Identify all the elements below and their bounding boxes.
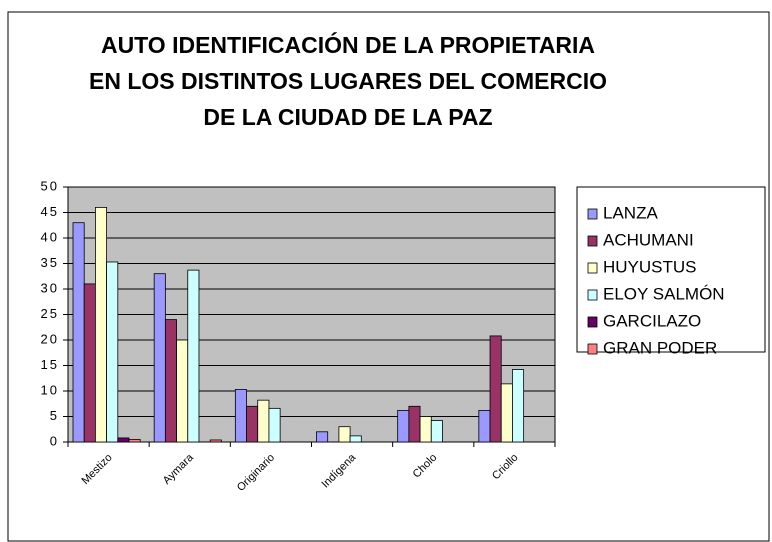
bar <box>176 339 189 443</box>
bar <box>500 383 513 443</box>
bar <box>234 389 247 443</box>
legend-swatch <box>587 289 598 301</box>
legend-label: HUYUSTUS <box>603 257 697 276</box>
bar <box>408 405 421 443</box>
legend-label: GARCILAZO <box>603 311 701 330</box>
y-tick-label: 20 <box>41 331 59 346</box>
y-tick-label: 25 <box>41 306 59 321</box>
bar <box>72 222 85 443</box>
chart-title: DE LA CIUDAD DE LA PAZ <box>203 104 492 130</box>
legend-label: ACHUMANI <box>603 230 694 249</box>
y-tick-label: 15 <box>41 357 59 372</box>
chart-title: AUTO IDENTIFICACIÓN DE LA PROPIETARIA <box>101 31 595 58</box>
bar <box>430 420 443 443</box>
bar <box>419 416 432 443</box>
bar <box>209 439 222 443</box>
bar <box>106 261 119 443</box>
bar <box>257 399 270 443</box>
legend-label: ELOY SALMÓN <box>603 284 725 303</box>
bar <box>164 319 177 443</box>
bar <box>128 439 141 443</box>
y-tick-label: 35 <box>41 255 59 270</box>
bar <box>478 409 491 443</box>
bar <box>246 405 259 443</box>
y-tick-label: 0 <box>50 433 59 448</box>
bar <box>95 206 108 443</box>
legend-swatch <box>587 208 598 220</box>
bar <box>397 409 410 443</box>
legend-label: LANZA <box>603 203 658 222</box>
bar <box>83 283 96 443</box>
legend-label: GRAN PODER <box>603 338 717 357</box>
y-tick-label: 10 <box>41 382 59 397</box>
y-tick-label: 45 <box>41 204 59 219</box>
legend-swatch <box>587 343 598 355</box>
y-tick-label: 5 <box>50 408 59 423</box>
legend-box <box>576 186 766 353</box>
chart-title: EN LOS DISTINTOS LUGARES DEL COMERCIO <box>89 68 607 94</box>
bar <box>338 426 351 443</box>
y-tick-label: 30 <box>41 280 59 295</box>
bar <box>489 335 502 443</box>
bar <box>512 369 525 443</box>
legend-swatch <box>587 262 598 274</box>
y-tick-label: 40 <box>41 229 59 244</box>
y-tick-label: 50 <box>41 178 59 193</box>
bar <box>349 435 362 443</box>
bar <box>153 273 166 443</box>
bar <box>187 269 200 443</box>
legend-swatch <box>587 316 598 328</box>
bar <box>117 437 130 443</box>
bar <box>268 407 281 443</box>
bar <box>316 431 329 443</box>
legend-swatch <box>587 235 598 247</box>
